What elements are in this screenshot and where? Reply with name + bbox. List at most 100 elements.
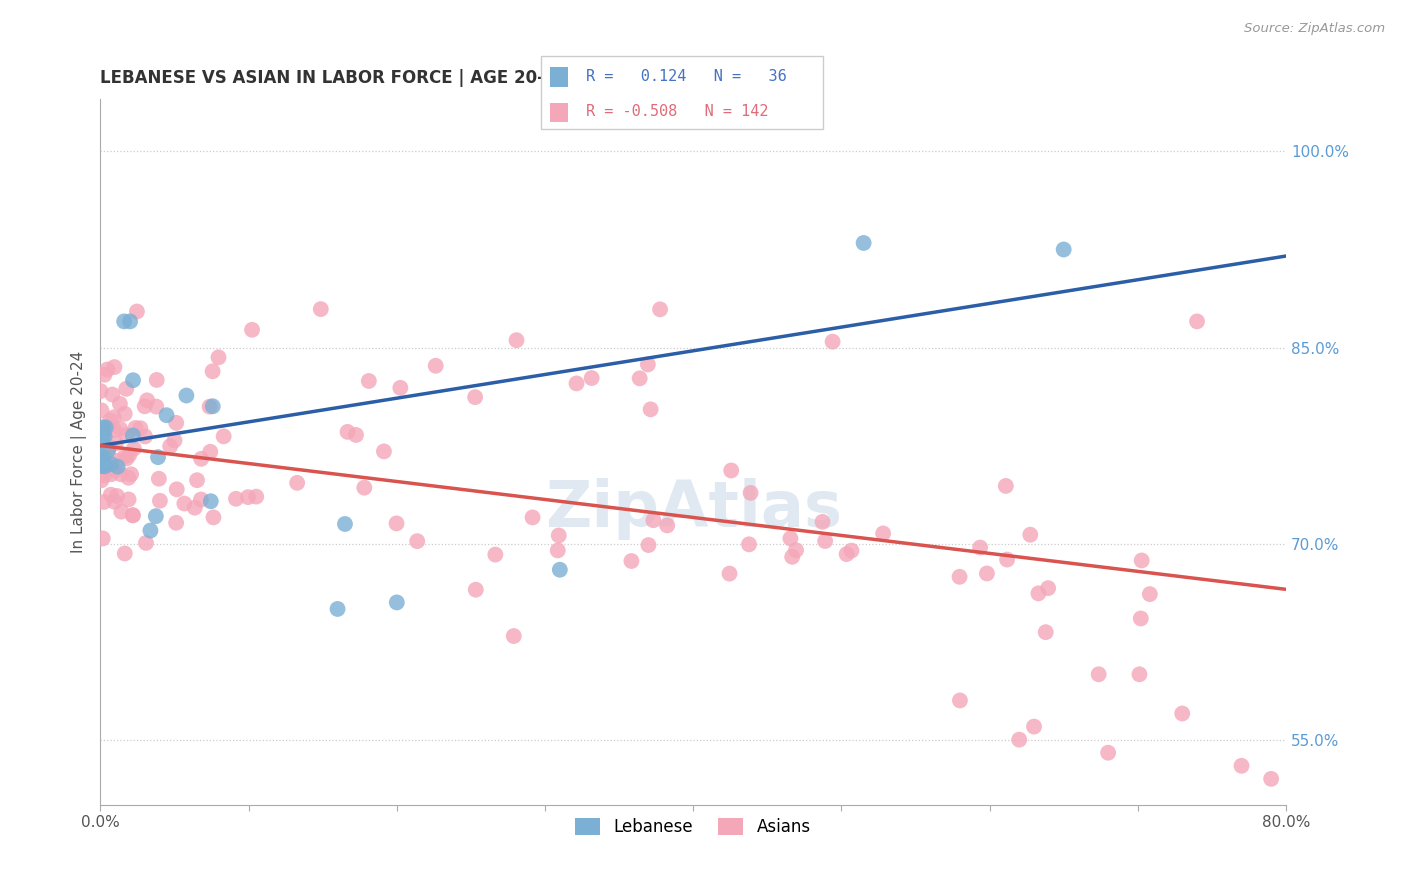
- Point: [94, 457, 117, 471]
- Point: [94, 420, 117, 434]
- Point: [117, 471, 139, 485]
- Point: [91, 420, 114, 434]
- Point: [108, 422, 131, 436]
- Point: [547, 528, 569, 542]
- Point: [738, 537, 761, 551]
- Point: [120, 467, 142, 482]
- Point: [91, 434, 114, 449]
- Point: [643, 513, 665, 527]
- Point: [101, 387, 124, 401]
- Point: [620, 554, 643, 568]
- Point: [994, 479, 1017, 493]
- Point: [107, 459, 129, 474]
- Point: [148, 472, 170, 486]
- Point: [146, 450, 169, 465]
- Point: [135, 536, 157, 550]
- Point: [91, 456, 114, 470]
- Point: [122, 428, 145, 442]
- Text: R = -0.508   N = 142: R = -0.508 N = 142: [586, 104, 769, 120]
- Point: [103, 360, 125, 375]
- Point: [117, 492, 139, 507]
- Point: [94, 459, 117, 474]
- Point: [628, 371, 651, 385]
- Point: [336, 425, 359, 439]
- Point: [385, 595, 408, 609]
- Point: [103, 410, 125, 425]
- Point: [425, 359, 447, 373]
- Point: [464, 390, 486, 404]
- Point: [872, 526, 894, 541]
- Point: [1035, 625, 1057, 640]
- Point: [502, 629, 524, 643]
- Point: [236, 490, 259, 504]
- Point: [122, 442, 145, 456]
- Point: [100, 467, 122, 482]
- Point: [344, 428, 367, 442]
- Point: [565, 376, 588, 391]
- Point: [91, 456, 114, 470]
- Point: [96, 422, 118, 436]
- Legend: Lebanese, Asians: Lebanese, Asians: [569, 811, 817, 843]
- Point: [104, 464, 127, 478]
- Point: [114, 407, 136, 421]
- Point: [97, 445, 120, 459]
- Point: [112, 314, 135, 328]
- Point: [201, 364, 224, 378]
- Point: [90, 403, 112, 417]
- Point: [163, 434, 186, 448]
- Point: [115, 428, 138, 442]
- Point: [1128, 667, 1150, 681]
- Point: [115, 451, 138, 466]
- Point: [120, 314, 142, 328]
- Point: [201, 399, 224, 413]
- Point: [373, 444, 395, 458]
- Point: [1289, 772, 1312, 786]
- Point: [522, 510, 544, 524]
- Text: R =   0.124   N =   36: R = 0.124 N = 36: [586, 69, 787, 84]
- Point: [207, 351, 229, 365]
- Point: [720, 463, 742, 477]
- Point: [1087, 667, 1109, 681]
- Text: Source: ZipAtlas.com: Source: ZipAtlas.com: [1244, 22, 1385, 36]
- Text: ZipAtlas: ZipAtlas: [544, 477, 842, 540]
- Point: [114, 546, 136, 560]
- Point: [176, 388, 198, 402]
- Point: [93, 429, 115, 443]
- Point: [190, 451, 212, 466]
- Point: [505, 333, 527, 347]
- Point: [104, 495, 127, 509]
- Point: [240, 323, 263, 337]
- Point: [780, 549, 803, 564]
- Point: [110, 467, 132, 482]
- Point: [139, 524, 162, 538]
- Text: LEBANESE VS ASIAN IN LABOR FORCE | AGE 20-24 CORRELATION CHART: LEBANESE VS ASIAN IN LABOR FORCE | AGE 2…: [100, 69, 773, 87]
- Point: [91, 459, 114, 474]
- Point: [98, 440, 121, 454]
- Point: [1260, 772, 1282, 786]
- Point: [202, 510, 225, 524]
- Point: [1036, 581, 1059, 595]
- Point: [949, 693, 972, 707]
- Point: [333, 516, 356, 531]
- Y-axis label: In Labor Force | Age 20-24: In Labor Force | Age 20-24: [72, 351, 87, 553]
- Point: [100, 457, 122, 471]
- Point: [1028, 586, 1050, 600]
- Point: [648, 302, 671, 317]
- Point: [90, 384, 112, 398]
- Point: [190, 492, 212, 507]
- Point: [245, 490, 267, 504]
- Point: [93, 458, 115, 472]
- Point: [821, 334, 844, 349]
- Point: [309, 302, 332, 317]
- Point: [91, 450, 114, 465]
- Point: [811, 515, 834, 529]
- Point: [1130, 553, 1153, 567]
- Point: [93, 368, 115, 382]
- Point: [357, 374, 380, 388]
- Point: [779, 532, 801, 546]
- Point: [581, 371, 603, 385]
- Point: [145, 400, 167, 414]
- Point: [91, 450, 114, 465]
- Point: [96, 362, 118, 376]
- Point: [948, 570, 970, 584]
